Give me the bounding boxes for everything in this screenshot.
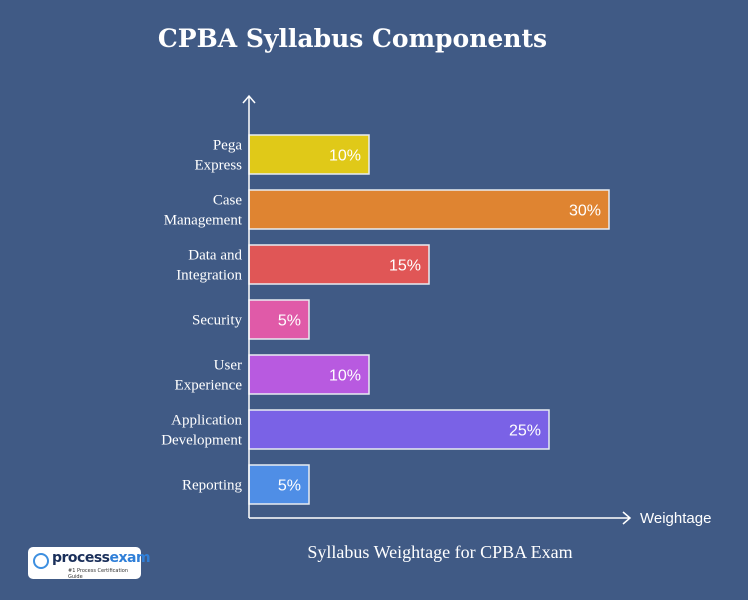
data-label: 10%: [329, 368, 361, 385]
category-label: Security: [192, 313, 242, 329]
category-label: Experience: [175, 378, 243, 394]
chart-subtitle: Syllabus Weightage for CPBA Exam: [307, 542, 573, 562]
processexam-logo: processexam #1 Process Certification Gui…: [28, 547, 151, 580]
data-label: 10%: [329, 148, 361, 165]
data-label: 30%: [569, 203, 601, 220]
bar: [248, 409, 550, 450]
category-label: Application: [171, 413, 242, 429]
x-axis-label: Weightage: [640, 510, 712, 527]
bar: [248, 354, 370, 395]
data-label: 5%: [278, 313, 301, 330]
chart-title: CPBA Syllabus Components: [157, 24, 548, 53]
category-label: Reporting: [182, 478, 242, 494]
category-label: User: [214, 358, 242, 374]
data-label: 5%: [278, 478, 301, 495]
y-axis-arrow-icon: [242, 94, 256, 104]
bar: [248, 244, 430, 285]
lightbulb-icon: [33, 553, 49, 569]
category-label: Management: [164, 213, 243, 229]
logo-tagline: #1 Process Certification Guide: [68, 568, 129, 580]
bar: [248, 134, 370, 175]
bar: [248, 299, 310, 340]
data-label: 25%: [509, 423, 541, 440]
bar: [248, 189, 610, 230]
category-label: Integration: [176, 268, 242, 284]
logo-name: processexam: [52, 550, 151, 566]
category-label: Data and: [188, 248, 242, 264]
category-label: Development: [161, 433, 243, 449]
bar: [248, 464, 310, 505]
data-label: 15%: [389, 258, 421, 275]
category-label: Express: [195, 158, 243, 174]
x-axis-arrow-icon: [622, 511, 632, 525]
category-label: Pega: [213, 138, 243, 154]
category-label: Case: [213, 193, 243, 209]
